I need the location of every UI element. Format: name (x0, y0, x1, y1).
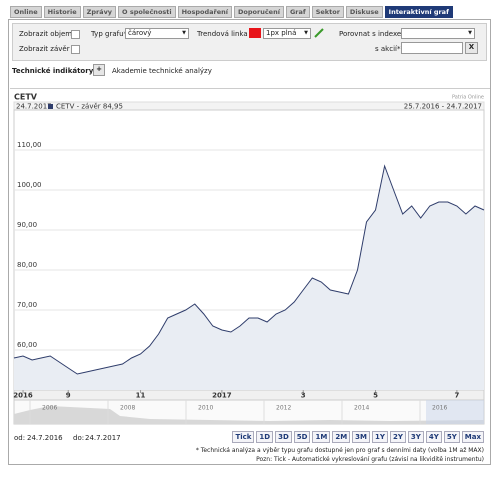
line (13, 164, 485, 375)
period-button[interactable]: Tick (232, 431, 255, 443)
x-tick-label: 2016 (13, 392, 33, 400)
pencil-icon[interactable] (313, 27, 325, 39)
to-date[interactable]: 24.7.2017 (85, 434, 121, 442)
y-tick-label: 110,00 (17, 141, 42, 149)
tab[interactable]: Diskuse (345, 6, 383, 18)
from-label: od: (14, 434, 26, 442)
date-range: 25.7.2016 - 24.7.2017 (404, 103, 482, 111)
text-input[interactable] (401, 42, 463, 54)
checkbox[interactable] (71, 45, 80, 54)
period-button[interactable]: 5Y (443, 431, 460, 443)
tab[interactable]: Doporučení (234, 6, 284, 18)
tab-bar: Online Historie Zprávy O společnosti Hospoda… (10, 6, 453, 18)
y-tick-label: 100,00 (17, 181, 42, 189)
x-axis-bar (13, 389, 485, 401)
period-button[interactable]: 2M (332, 431, 351, 443)
indicators-label: Technické indikátory*: (12, 67, 100, 75)
x-tick-label: 7 (454, 392, 459, 400)
label: Zobrazit objem (19, 30, 73, 38)
navigator-label: 2016 (432, 405, 447, 412)
add-button[interactable]: + (93, 64, 105, 76)
period-button[interactable]: 3M (352, 431, 371, 443)
x-tick-label: 11 (136, 392, 146, 400)
x-tick-label: 2017 (212, 392, 232, 400)
period-button[interactable]: 5D (293, 431, 311, 443)
select-value: 1px plná (266, 29, 297, 37)
navigator-label: 2006 (42, 405, 57, 412)
tab[interactable]: Hospodaření (177, 6, 233, 18)
period-button[interactable]: 1Y (372, 431, 388, 443)
watermark: Patria Online (452, 95, 484, 101)
note: * Technická analýza a výběr typu grafu d… (195, 447, 484, 454)
navigator-label: 2010 (198, 405, 213, 412)
period-button[interactable]: 2Y (389, 431, 406, 443)
clear-button[interactable]: X (465, 42, 478, 54)
legend-swatch (48, 104, 53, 109)
period-button[interactable]: Max (461, 431, 484, 443)
select[interactable]: čárový (125, 28, 189, 39)
y-tick-label: 80,00 (17, 261, 37, 269)
period-button[interactable]: 1M (312, 431, 331, 443)
to-label: do: (73, 434, 85, 442)
tab[interactable]: Interaktivní graf (384, 6, 453, 18)
period-button[interactable]: 4Y (425, 431, 442, 443)
legend-entry: CETV - závěr 84,95 (56, 103, 123, 111)
select[interactable]: 1px plná (263, 28, 311, 39)
navigator-label: 2008 (120, 405, 135, 412)
chart-title: CETV (14, 93, 38, 102)
navigator-label: 2014 (354, 405, 369, 412)
y-tick-label: 60,00 (17, 341, 37, 349)
navigator-silhouette (14, 406, 484, 424)
color-swatch[interactable] (249, 28, 261, 38)
chart-date: 24.7.2017 (16, 103, 52, 111)
period-buttons: Tick 1D 3D 5D 1M 2M 3M 1Y 2Y 3Y 4Y 5Y Max (232, 431, 484, 443)
y-tick-label: 90,00 (17, 221, 37, 229)
navigator-window[interactable] (426, 400, 484, 424)
frame (8, 19, 491, 465)
period-button[interactable]: 3D (275, 431, 292, 443)
label: Trendová linka (197, 30, 248, 38)
x-tick-label: 9 (66, 392, 71, 400)
label: Typ grafu* (91, 30, 128, 38)
label: s akcií* (375, 45, 401, 53)
period-button[interactable]: 1D (256, 431, 274, 443)
tab[interactable]: Zprávy (82, 6, 117, 18)
label: Zobrazit závěr (19, 45, 70, 53)
select-value: čárový (128, 29, 152, 37)
chart: CETV Patria Online 24.7.2017 CETV - závě… (10, 88, 490, 425)
control-panel: Zobrazit objem Zobrazit závěr Typ grafu*… (12, 23, 487, 61)
tab[interactable]: O společnosti (118, 6, 176, 18)
from-date[interactable]: 24.7.2016 (27, 434, 63, 442)
label: Porovnat s indexem* (339, 30, 412, 38)
period-button[interactable]: 3Y (407, 431, 424, 443)
academy-link[interactable]: Akademie technické analýzy (112, 67, 212, 75)
tab[interactable]: Graf (285, 6, 310, 18)
y-tick-label: 70,00 (17, 301, 37, 309)
note: Pozn: Tick - Automatické vykreslování gr… (256, 456, 484, 463)
tab[interactable]: Historie (43, 6, 81, 18)
select[interactable] (401, 28, 475, 39)
x-tick-label: 3 (301, 392, 306, 400)
navigator-label: 2012 (276, 405, 291, 412)
x-tick-label: 5 (373, 392, 378, 400)
checkbox[interactable] (71, 30, 80, 39)
tab[interactable]: Online (10, 6, 42, 18)
tab[interactable]: Sektor (311, 6, 344, 18)
